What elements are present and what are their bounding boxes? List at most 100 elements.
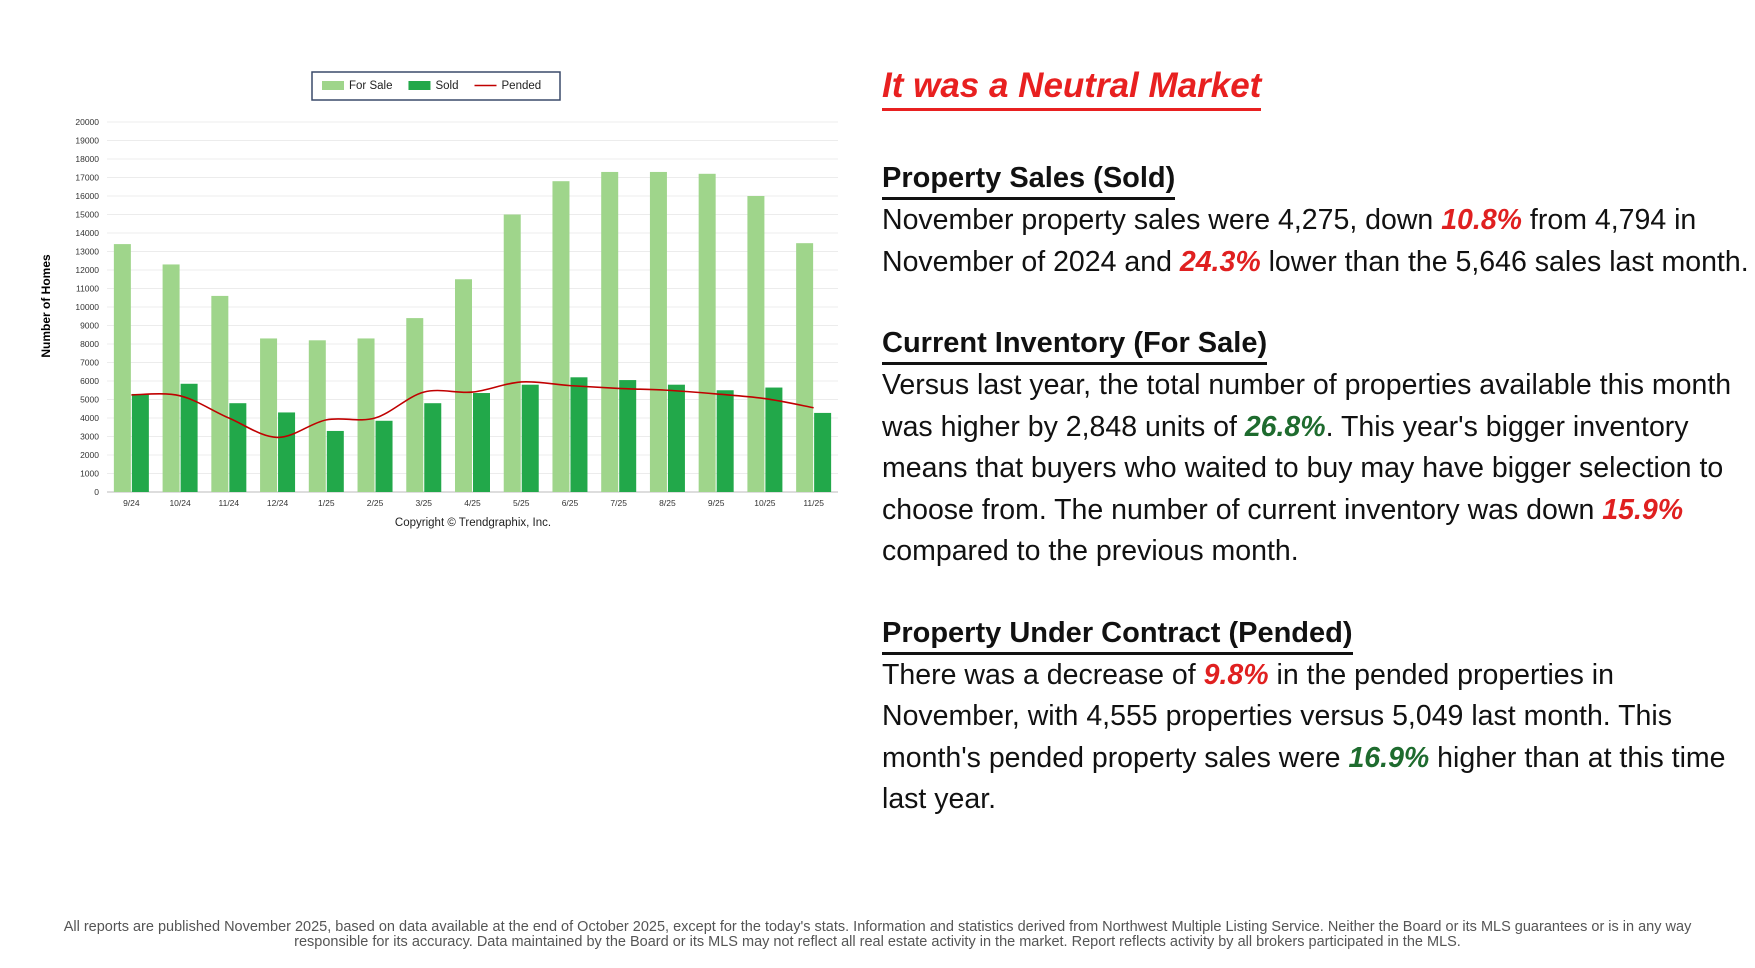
legend-label: Sold [435, 80, 458, 92]
y-tick-label: 13000 [75, 247, 99, 257]
y-tick-label: 10000 [75, 302, 99, 312]
x-tick-label: 9/25 [708, 498, 725, 508]
bar [601, 171, 619, 492]
bar [229, 403, 247, 492]
y-tick-label: 6000 [80, 376, 99, 386]
bar [308, 340, 326, 492]
emphasis: 10.8% [1441, 204, 1523, 236]
section-body: There was a decrease of 9.8% in the pend… [882, 655, 1750, 821]
sections: Property Sales (Sold) November property s… [882, 159, 1750, 821]
x-tick-label: 12/24 [267, 498, 289, 508]
text-run: from 4,794 in November of 2024 and [882, 204, 1697, 278]
y-tick-label: 12000 [75, 265, 99, 275]
caption: Copyright © Trendgraphix, Inc. [395, 517, 551, 529]
bar [649, 171, 667, 492]
y-tick-label: 0 [94, 487, 99, 497]
bar [278, 412, 296, 492]
text-panel: It was a Neutral Market Property Sales (… [882, 66, 1750, 862]
bar [424, 403, 442, 492]
emphasis: 9.8% [1203, 658, 1269, 691]
section-heading: Current Inventory (For Sale) [882, 324, 1268, 365]
footer-line: All reports are published November 2025,… [63, 919, 1692, 935]
bar [570, 377, 588, 492]
bar [455, 279, 472, 492]
text-run: November property sales were 4,275, down [882, 204, 1442, 236]
y-tick-label: 1000 [80, 469, 99, 479]
line [131, 380, 814, 439]
bar [667, 384, 685, 492]
bar [131, 393, 149, 492]
section: Property Under Contract (Pended) There wa… [882, 614, 1750, 821]
y-tick-label: 16000 [75, 191, 99, 201]
bar [747, 196, 765, 492]
y-tick-label: 5000 [80, 395, 99, 405]
section-body: November property sales were 4,275, down… [882, 200, 1750, 283]
bar [357, 338, 375, 492]
y-tick-label: 3000 [80, 432, 99, 442]
footer: All reports are published November 2025,… [0, 920, 1755, 950]
bar [698, 173, 716, 493]
y-axis-label: Number of Homes [39, 254, 53, 358]
legend-swatch [322, 81, 344, 90]
bar [326, 430, 344, 492]
x-tick-label: 5/25 [513, 498, 530, 508]
emphasis: 15.9% [1602, 493, 1684, 526]
bar [521, 384, 539, 492]
text-run: There was a decrease of [882, 658, 1204, 691]
footer-line: responsible for its accuracy. Data maint… [294, 934, 1461, 950]
y-tick-label: 20000 [75, 117, 99, 127]
bar [180, 383, 198, 492]
legend-box [311, 71, 561, 101]
bar [375, 420, 393, 492]
text-run: lower than the 5,646 sales last month. [1260, 245, 1749, 278]
x-tick-label: 1/25 [318, 498, 335, 508]
bar [162, 264, 180, 492]
x-tick-label: 9/24 [123, 498, 140, 508]
y-tick-label: 18000 [75, 154, 99, 164]
legend-swatch [408, 81, 431, 90]
x-tick-label: 6/25 [562, 498, 579, 508]
x-tick-label: 4/25 [464, 498, 481, 508]
emphasis: 24.3% [1179, 245, 1261, 278]
x-tick-label: 11/25 [803, 498, 824, 508]
chart: Number of Homes Copyright © Trendgraphix… [39, 71, 838, 529]
text-run: . This year's bigger inventory means tha… [882, 410, 1724, 526]
y-tick-label: 8000 [80, 339, 99, 349]
legend-label: For Sale [349, 80, 392, 92]
x-tick-label: 10/24 [169, 498, 191, 508]
emphasis: 16.9% [1348, 741, 1430, 774]
text-run: higher than at this time last year. [882, 741, 1726, 816]
bar [260, 338, 278, 492]
section: Current Inventory (For Sale) Versus last … [882, 324, 1750, 573]
x-tick-label: 11/24 [219, 498, 240, 508]
x-tick-label: 10/25 [754, 498, 776, 508]
bar [473, 393, 490, 492]
x-tick-label: 3/25 [415, 498, 432, 508]
y-tick-label: 9000 [80, 321, 99, 331]
bar [552, 181, 570, 492]
bar [765, 387, 783, 492]
y-tick-label: 15000 [75, 210, 99, 220]
y-tick-label: 14000 [75, 228, 99, 238]
y-tick-label: 7000 [80, 358, 99, 368]
text-run: in the pended properties in November, wi… [882, 658, 1672, 774]
bar [406, 318, 424, 492]
y-tick-label: 2000 [80, 450, 99, 460]
text-run: Versus last year, the total number of pr… [882, 369, 1732, 443]
bar [619, 380, 637, 492]
section-heading: Property Under Contract (Pended) [882, 614, 1353, 655]
section-body: Versus last year, the total number of pr… [882, 365, 1750, 573]
x-tick-label: 2/25 [367, 498, 384, 508]
x-tick-label: 8/25 [659, 498, 676, 508]
section-heading: Property Sales (Sold) [882, 159, 1176, 200]
bar [716, 390, 734, 492]
bar [113, 244, 131, 492]
section: Property Sales (Sold) November property s… [882, 159, 1750, 283]
y-tick-label: 4000 [80, 413, 99, 423]
legend-label: Pended [502, 80, 542, 92]
bar [211, 295, 229, 492]
bar [796, 243, 814, 492]
y-tick-label: 19000 [75, 136, 99, 146]
emphasis: 26.8% [1244, 410, 1326, 443]
